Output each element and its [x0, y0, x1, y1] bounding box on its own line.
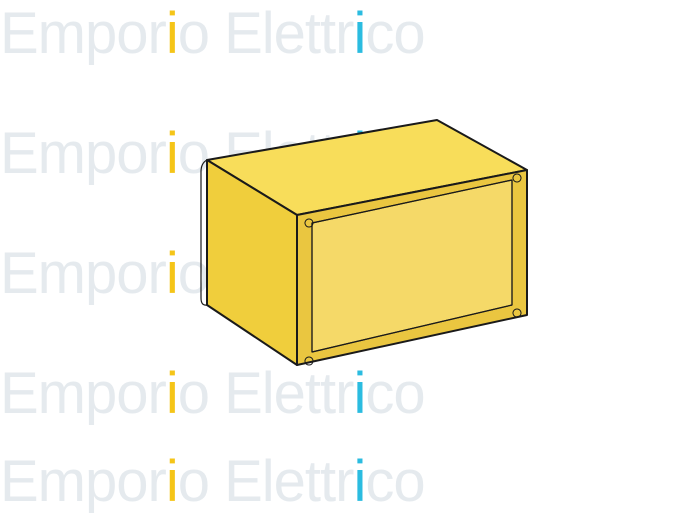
- watermark-row: Emporio Elettrico: [0, 0, 694, 67]
- product-illustration: [137, 100, 557, 400]
- watermark-row: Emporio Elettrico: [0, 448, 694, 515]
- watermark-text: Empor: [0, 449, 166, 514]
- watermark-text: Empor: [0, 1, 166, 66]
